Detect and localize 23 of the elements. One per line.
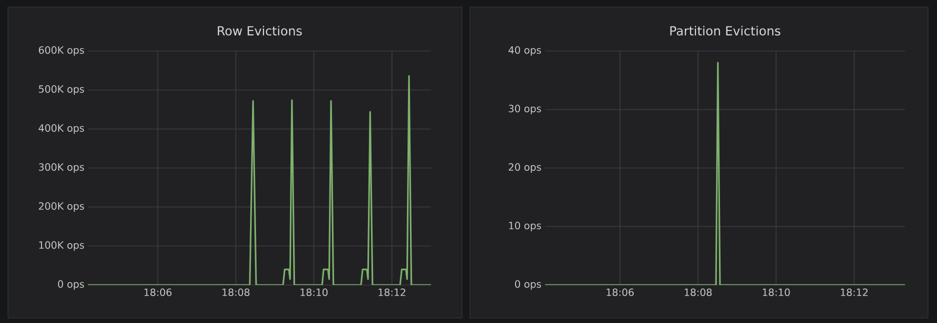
x-tick-label: 18:08 <box>684 288 712 296</box>
y-tick-label: 0 ops <box>515 280 541 290</box>
x-tick-label: 18:08 <box>222 288 250 296</box>
y-tick-label: 500K ops <box>38 85 84 95</box>
y-tick-label: 30 ops <box>508 104 541 114</box>
x-tick-label: 18:10 <box>300 288 328 296</box>
y-tick-label: 600K ops <box>38 46 84 56</box>
x-tick-label: 18:10 <box>762 288 790 296</box>
x-tick-label: 18:06 <box>144 288 172 296</box>
y-tick-label: 400K ops <box>38 124 84 134</box>
y-tick-label: 300K ops <box>38 163 84 173</box>
x-tick-label: 18:06 <box>606 288 634 296</box>
y-tick-label: 200K ops <box>38 202 84 212</box>
y-tick-label: 10 ops <box>509 222 541 232</box>
y-tick-label: 40 ops <box>508 46 541 56</box>
y-tick-label: 0 ops <box>58 280 84 290</box>
chart-title: Row Evictions <box>218 26 302 36</box>
line-series <box>88 75 432 285</box>
y-tick-label: 20 ops <box>508 163 541 173</box>
x-tick-label: 18:12 <box>840 288 868 296</box>
y-tick-label: 100K ops <box>39 241 84 251</box>
chart-title: Partition Evictions <box>670 26 780 36</box>
x-tick-label: 18:12 <box>378 288 406 296</box>
